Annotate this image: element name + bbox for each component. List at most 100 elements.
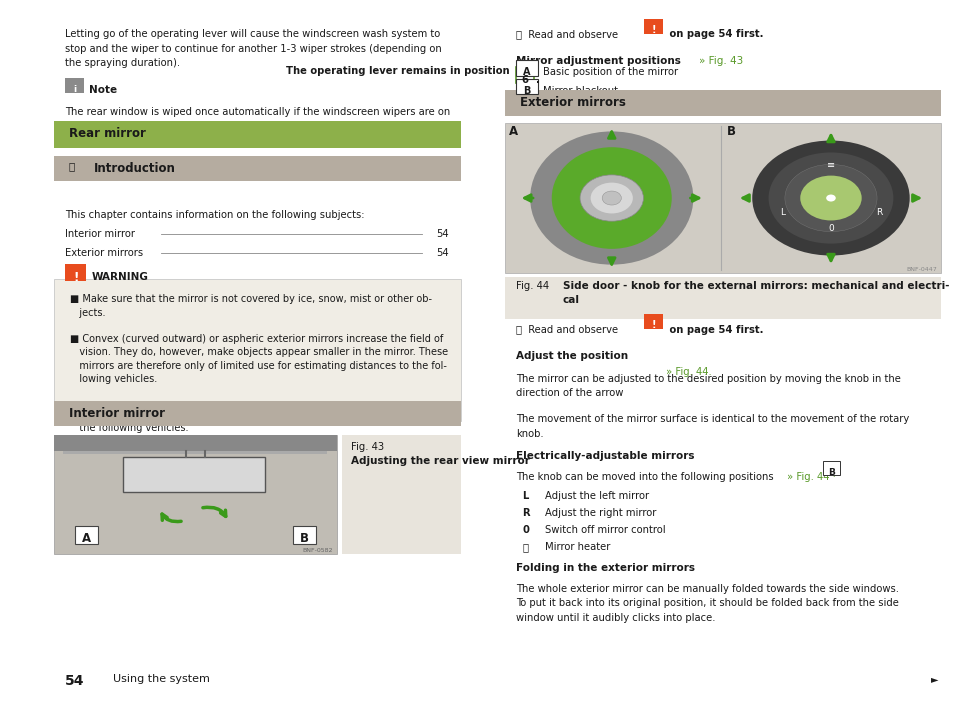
Text: 📖: 📖 bbox=[68, 161, 75, 171]
FancyBboxPatch shape bbox=[516, 67, 534, 83]
Text: Rear mirror: Rear mirror bbox=[69, 127, 146, 140]
FancyBboxPatch shape bbox=[65, 264, 86, 281]
Text: Fig. 44: Fig. 44 bbox=[516, 281, 550, 291]
Text: B: B bbox=[523, 86, 531, 95]
Text: 0: 0 bbox=[522, 525, 529, 535]
Text: Adjust the left mirror: Adjust the left mirror bbox=[545, 491, 649, 501]
Text: Adjust the right mirror: Adjust the right mirror bbox=[545, 508, 657, 518]
Text: » Fig. 44 ·: » Fig. 44 · bbox=[787, 472, 839, 482]
FancyBboxPatch shape bbox=[516, 79, 538, 94]
Text: R: R bbox=[876, 207, 882, 217]
FancyBboxPatch shape bbox=[54, 435, 337, 451]
Text: L: L bbox=[522, 491, 529, 501]
Text: 📖  Read and observe: 📖 Read and observe bbox=[516, 29, 622, 39]
FancyBboxPatch shape bbox=[293, 526, 316, 544]
Text: A: A bbox=[509, 125, 518, 139]
Text: The mirror can be adjusted to the desired position by moving the knob in the
dir: The mirror can be adjusted to the desire… bbox=[516, 374, 901, 398]
Text: ≡: ≡ bbox=[827, 160, 835, 170]
Text: !: ! bbox=[652, 25, 656, 35]
FancyBboxPatch shape bbox=[65, 78, 84, 93]
FancyBboxPatch shape bbox=[644, 314, 663, 329]
Circle shape bbox=[590, 182, 633, 214]
Text: 0: 0 bbox=[828, 224, 834, 233]
Text: ■ Make sure that the mirror is not covered by ice, snow, mist or other ob-
   je: ■ Make sure that the mirror is not cover… bbox=[70, 294, 432, 318]
Text: Folding in the exterior mirrors: Folding in the exterior mirrors bbox=[516, 563, 695, 573]
FancyBboxPatch shape bbox=[505, 277, 941, 319]
Text: B: B bbox=[300, 532, 309, 545]
Circle shape bbox=[580, 175, 643, 221]
Circle shape bbox=[801, 175, 862, 220]
FancyBboxPatch shape bbox=[54, 121, 461, 148]
Text: Side door - knob for the external mirrors: mechanical and electri-
cal: Side door - knob for the external mirror… bbox=[563, 281, 949, 305]
Circle shape bbox=[602, 191, 621, 205]
Text: on page 54 first.: on page 54 first. bbox=[666, 29, 764, 39]
Text: Mirror adjustment positions: Mirror adjustment positions bbox=[516, 56, 685, 66]
Ellipse shape bbox=[530, 132, 693, 264]
Text: R: R bbox=[522, 508, 530, 518]
Text: ■ Whenever possible use the interior mirror for estimating the distances to
   t: ■ Whenever possible use the interior mir… bbox=[70, 409, 441, 433]
Text: 🌡: 🌡 bbox=[522, 542, 528, 552]
Text: Interior mirror: Interior mirror bbox=[69, 407, 165, 421]
Text: Mirror blackout: Mirror blackout bbox=[543, 86, 618, 95]
Text: 54: 54 bbox=[437, 229, 449, 239]
Text: 📖  Read and observe: 📖 Read and observe bbox=[516, 325, 622, 334]
Text: Fig. 43: Fig. 43 bbox=[351, 442, 385, 451]
Text: Letting go of the operating lever will cause the windscreen wash system to
stop : Letting go of the operating lever will c… bbox=[65, 29, 442, 68]
Text: The whole exterior mirror can be manually folded towards the side windows.
To pu: The whole exterior mirror can be manuall… bbox=[516, 584, 900, 622]
Text: The rear window is wiped once automatically if the windscreen wipers are on
when: The rear window is wiped once automatica… bbox=[65, 107, 450, 131]
Text: B: B bbox=[727, 125, 735, 139]
Text: This chapter contains information on the following subjects:: This chapter contains information on the… bbox=[65, 210, 365, 220]
Text: » Fig. 43: » Fig. 43 bbox=[699, 56, 743, 66]
FancyBboxPatch shape bbox=[505, 90, 941, 116]
FancyBboxPatch shape bbox=[505, 123, 941, 273]
FancyBboxPatch shape bbox=[54, 435, 337, 554]
FancyBboxPatch shape bbox=[54, 279, 461, 421]
Text: WARNING: WARNING bbox=[92, 272, 149, 282]
Text: 54: 54 bbox=[65, 674, 84, 688]
FancyBboxPatch shape bbox=[644, 19, 663, 34]
Text: Adjusting the rear view mirror: Adjusting the rear view mirror bbox=[351, 456, 530, 465]
Circle shape bbox=[753, 140, 910, 255]
Text: Note: Note bbox=[89, 85, 117, 95]
FancyBboxPatch shape bbox=[75, 526, 98, 544]
Text: !: ! bbox=[652, 320, 656, 330]
Text: The knob can be moved into the following positions: The knob can be moved into the following… bbox=[516, 472, 778, 482]
Text: » Fig. 44.: » Fig. 44. bbox=[666, 367, 712, 376]
FancyBboxPatch shape bbox=[54, 401, 461, 426]
FancyBboxPatch shape bbox=[63, 451, 327, 454]
Text: 6: 6 bbox=[521, 75, 528, 85]
Text: L: L bbox=[780, 207, 785, 217]
FancyBboxPatch shape bbox=[342, 435, 461, 554]
Text: Using the system: Using the system bbox=[113, 674, 210, 684]
Text: i: i bbox=[73, 85, 77, 94]
Text: A: A bbox=[82, 532, 91, 545]
Text: ►: ► bbox=[931, 674, 939, 684]
Text: Electrically-adjustable mirrors: Electrically-adjustable mirrors bbox=[516, 451, 695, 461]
Circle shape bbox=[785, 164, 877, 231]
Text: Exterior mirrors: Exterior mirrors bbox=[65, 248, 143, 258]
Text: on page 54 first.: on page 54 first. bbox=[666, 325, 764, 334]
Text: BNF-0582: BNF-0582 bbox=[302, 548, 333, 553]
FancyBboxPatch shape bbox=[123, 457, 265, 492]
Ellipse shape bbox=[552, 147, 672, 249]
Text: 54: 54 bbox=[437, 248, 449, 258]
Text: .: . bbox=[536, 75, 540, 85]
FancyBboxPatch shape bbox=[823, 461, 840, 475]
Text: Introduction: Introduction bbox=[94, 162, 176, 175]
FancyBboxPatch shape bbox=[54, 156, 461, 181]
Text: The movement of the mirror surface is identical to the movement of the rotary
kn: The movement of the mirror surface is id… bbox=[516, 414, 910, 439]
Text: Adjust the position: Adjust the position bbox=[516, 351, 629, 361]
Text: Interior mirror: Interior mirror bbox=[65, 229, 135, 239]
Text: Exterior mirrors: Exterior mirrors bbox=[520, 96, 626, 109]
Text: A: A bbox=[523, 67, 531, 77]
Text: BNF-0447: BNF-0447 bbox=[906, 267, 937, 272]
Text: The operating lever remains in position: The operating lever remains in position bbox=[286, 66, 510, 76]
Text: B: B bbox=[828, 468, 835, 477]
Text: Basic position of the mirror: Basic position of the mirror bbox=[543, 67, 679, 77]
FancyBboxPatch shape bbox=[516, 60, 538, 76]
Text: ■ Convex (curved outward) or aspheric exterior mirrors increase the field of
   : ■ Convex (curved outward) or aspheric ex… bbox=[70, 334, 448, 384]
Text: !: ! bbox=[73, 271, 79, 285]
Circle shape bbox=[827, 194, 836, 202]
Text: Switch off mirror control: Switch off mirror control bbox=[545, 525, 666, 535]
Text: Mirror heater: Mirror heater bbox=[545, 542, 611, 552]
